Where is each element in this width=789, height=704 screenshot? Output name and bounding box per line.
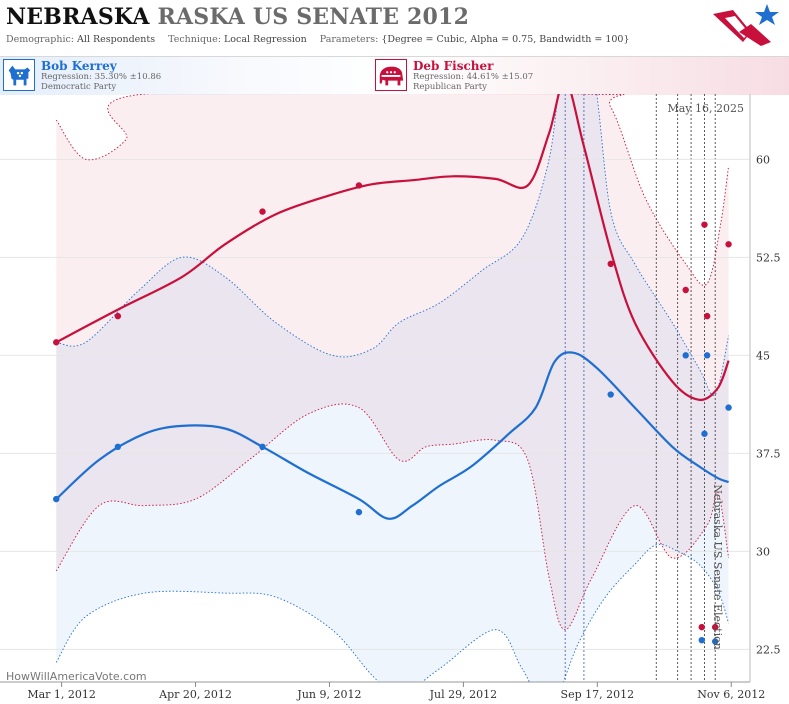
- poll-chart: 22.5 30 37.5 45 52.5 60 Mar 1, 2012 Apr 20, 201…: [0, 94, 781, 701]
- technique-label: Technique:: [168, 34, 221, 45]
- candidate-regression: Regression: 44.61% ±15.07: [413, 72, 534, 82]
- poll-point: [703, 352, 711, 359]
- poll-points: [53, 182, 732, 645]
- band-fischer: [56, 94, 729, 630]
- poll-point: [682, 352, 689, 359]
- parameters-value: {Degree = Cubic, Alpha = 0.75, Bandwidth…: [381, 34, 630, 45]
- candidate-party: Democratic Party: [41, 82, 117, 92]
- poll-point: [698, 636, 705, 644]
- poll-point: [53, 339, 60, 346]
- y-tick-label: 45: [756, 349, 770, 362]
- band-kerrey: [56, 94, 729, 682]
- x-tick-label: Mar 1, 2012: [27, 688, 96, 701]
- side-title: Nebraska US Senate Election: [711, 484, 724, 650]
- candidates-bar: Bob Kerrey Regression: 35.30% ±10.86 Dem…: [0, 56, 789, 95]
- trend-line-fischer: [55, 94, 730, 401]
- y-tick-label: 22.5: [756, 643, 781, 656]
- date-stamp: May 16, 2025: [667, 102, 744, 115]
- poll-point: [703, 312, 711, 320]
- candidate-name: Deb Fischer: [413, 59, 494, 73]
- poll-point: [53, 495, 60, 503]
- candidate-name: Bob Kerrey: [41, 59, 117, 73]
- trend-lines: [55, 94, 730, 520]
- parameters-line: Demographic: All Respondents Technique: …: [6, 34, 630, 45]
- x-tick-label: Nov 6, 2012: [697, 688, 765, 701]
- band-outlines: [55, 94, 730, 682]
- demographic-value: All Respondents: [77, 34, 156, 45]
- poll-point: [355, 182, 363, 189]
- poll-point: [259, 208, 266, 215]
- poll-point: [114, 312, 122, 320]
- poll-point: [701, 221, 708, 228]
- poll-point: [114, 443, 122, 450]
- grid: [0, 158, 750, 650]
- candidate-regression: Regression: 35.30% ±10.86: [41, 72, 162, 82]
- x-tick-label: Apr 20, 2012: [158, 688, 232, 701]
- y-tick-label: 30: [756, 545, 770, 558]
- poll-point: [607, 391, 614, 398]
- header: NEBRASKA RASKA US SENATE 2012 Demographi…: [0, 0, 789, 56]
- poll-point: [711, 638, 719, 645]
- x-tick-label: Jun 9, 2012: [296, 688, 361, 701]
- poll-point: [259, 443, 266, 450]
- y-tick-label: 60: [756, 153, 770, 166]
- poll-point: [355, 508, 363, 516]
- title-race: RASKA US SENATE 2012: [157, 4, 470, 30]
- lower-bound-fischer: [55, 403, 730, 631]
- y-tick-label: 52.5: [756, 251, 781, 264]
- donkey-icon: [3, 59, 35, 91]
- site-logo: [713, 4, 779, 46]
- poll-point: [607, 260, 614, 268]
- trend-line-kerrey: [55, 351, 729, 520]
- poll-point: [682, 286, 689, 294]
- poll-point: [711, 623, 719, 631]
- demographic-label: Demographic:: [6, 34, 75, 45]
- x-tick-label: Jul 29, 2012: [429, 688, 498, 701]
- x-tick-label: Sep 17, 2012: [561, 688, 635, 701]
- confidence-bands: [56, 94, 729, 682]
- poll-point: [701, 430, 708, 437]
- title-state: NEBRASKA: [6, 4, 150, 30]
- technique-value: Local Regression: [224, 34, 307, 45]
- page-title: NEBRASKA RASKA US SENATE 2012: [6, 4, 469, 30]
- poll-point: [725, 241, 732, 248]
- axes: 22.5 30 37.5 45 52.5 60 Mar 1, 2012 Apr 20, 201…: [0, 94, 781, 701]
- watermark: HowWillAmericaVote.com: [6, 670, 147, 683]
- y-tick-label: 37.5: [756, 447, 781, 460]
- poll-point: [698, 623, 705, 631]
- poll-point: [725, 404, 732, 411]
- candidate-party: Republican Party: [413, 82, 487, 92]
- upper-bound-kerrey: [56, 94, 730, 396]
- elephant-icon: [375, 59, 407, 91]
- parameters-label: Parameters:: [319, 34, 379, 45]
